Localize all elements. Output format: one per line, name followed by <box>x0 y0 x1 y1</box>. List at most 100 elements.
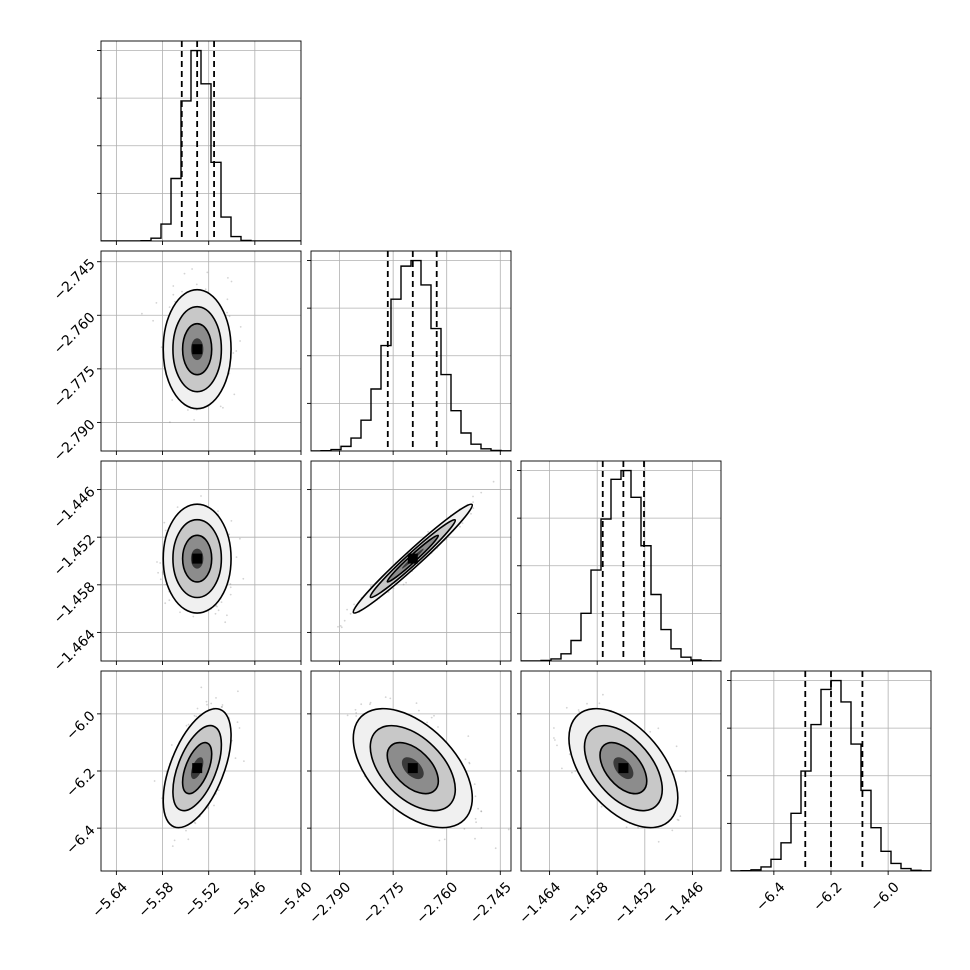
panel-content <box>101 251 301 451</box>
sample-point <box>156 561 158 563</box>
sample-point <box>355 715 358 717</box>
sample-point <box>239 340 242 342</box>
sample-point <box>437 726 439 728</box>
x-tick-label: −1.464 <box>516 879 564 927</box>
panel-content <box>311 251 511 451</box>
sample-point <box>684 770 687 773</box>
axes-frame <box>100 40 302 242</box>
sample-point <box>210 702 213 705</box>
sample-point <box>679 815 682 817</box>
sample-point <box>443 838 446 841</box>
sample-point <box>206 703 208 706</box>
sample-point <box>565 706 568 709</box>
x-tick-label: −6.0 <box>867 879 902 914</box>
sample-point <box>236 721 239 724</box>
panel-content <box>521 461 721 661</box>
sample-point <box>215 697 217 699</box>
sample-point <box>473 783 476 785</box>
sample-point <box>169 421 171 424</box>
sample-point <box>160 346 163 349</box>
sample-point <box>427 530 429 533</box>
panel-content <box>731 671 931 871</box>
panel-0-0 <box>97 40 302 245</box>
sample-point <box>472 507 475 510</box>
sample-point <box>193 821 196 824</box>
sample-point <box>637 826 639 829</box>
sample-point <box>574 770 577 772</box>
x-tick-label: −2.760 <box>413 879 461 927</box>
sample-point <box>480 810 483 813</box>
x-tick-label: −2.745 <box>467 879 515 927</box>
sample-point <box>507 828 510 831</box>
sample-point <box>159 578 162 581</box>
sample-point <box>239 537 241 540</box>
panel-2-2 <box>517 460 722 665</box>
sample-point <box>191 268 193 270</box>
sample-point <box>159 562 162 564</box>
sample-point <box>467 735 470 737</box>
sample-point <box>235 556 238 558</box>
sample-point <box>176 506 179 508</box>
panel-content <box>101 41 301 241</box>
sample-point <box>340 626 343 629</box>
sample-point <box>433 714 435 717</box>
corner-plot-panels <box>97 40 932 875</box>
sample-point <box>492 480 495 483</box>
sample-point <box>234 757 237 759</box>
sample-point <box>194 822 197 825</box>
sample-point <box>179 611 181 614</box>
sample-point <box>200 686 203 689</box>
sample-point <box>185 724 188 727</box>
sample-point <box>464 758 467 761</box>
panel-3-3 <box>727 670 932 875</box>
sample-point <box>193 714 196 717</box>
sample-point <box>206 271 209 274</box>
sample-point <box>168 306 171 308</box>
sample-point <box>217 609 220 612</box>
sample-point <box>470 512 472 515</box>
x-tick-label: −6.4 <box>753 879 788 914</box>
sample-point <box>602 693 604 696</box>
sample-point <box>418 709 420 712</box>
sample-point <box>141 312 143 315</box>
panel-1-1 <box>307 250 512 455</box>
sample-point <box>625 826 628 829</box>
sample-point <box>216 605 218 608</box>
sample-point <box>474 837 476 840</box>
sample-point <box>553 727 555 729</box>
sample-point <box>164 602 167 605</box>
sample-point <box>346 714 349 717</box>
y-tick-label: −2.790 <box>51 417 99 465</box>
y-tick-label: −6.0 <box>63 708 98 743</box>
sample-point <box>468 762 471 765</box>
panel-2-0 <box>97 460 302 665</box>
sample-point <box>164 529 167 532</box>
x-tick-label: −5.58 <box>135 879 177 921</box>
sample-point <box>353 603 355 606</box>
sample-point <box>360 703 363 706</box>
x-tick-label: −5.46 <box>228 879 270 921</box>
sample-point <box>195 283 198 286</box>
x-tick-label: −6.2 <box>810 879 845 914</box>
sample-point <box>243 760 245 762</box>
sample-point <box>221 706 223 708</box>
sample-point <box>474 817 477 820</box>
sample-point <box>337 625 339 628</box>
sample-point <box>233 393 236 396</box>
sample-point <box>187 838 190 841</box>
y-tick-label: −6.4 <box>63 822 98 857</box>
density-peak <box>407 763 418 774</box>
sample-point <box>389 697 392 700</box>
sample-point <box>171 845 174 847</box>
sample-point <box>675 745 678 748</box>
y-tick-label: −6.2 <box>63 765 98 800</box>
sample-point <box>232 352 235 354</box>
sample-point <box>649 730 652 733</box>
density-peak <box>407 553 418 564</box>
sample-point <box>474 795 477 798</box>
sample-point <box>384 696 387 698</box>
x-tick-label: −1.452 <box>611 879 659 927</box>
panel-3-1 <box>307 670 512 875</box>
sample-point <box>214 612 217 615</box>
sample-point <box>355 712 358 714</box>
